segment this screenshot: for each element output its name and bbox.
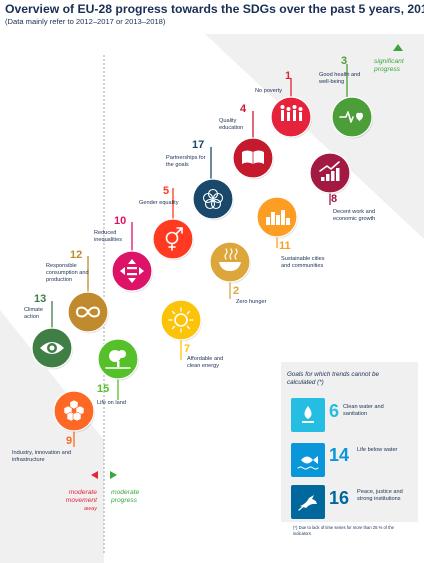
- goal-14-label: Life below water: [357, 447, 398, 453]
- goal-12-label: Responsible consumption and production: [46, 263, 89, 283]
- background-band-lower: [0, 310, 104, 563]
- goal-13-marker: [31, 327, 73, 370]
- equality-icon: [120, 259, 144, 283]
- goal-17-marker: [192, 178, 234, 221]
- growth-chart-icon: [319, 161, 340, 181]
- goal-4-marker: [232, 137, 274, 180]
- significant-progress-arrow: [393, 44, 403, 51]
- footnote: (*) Due to lack of time series for more …: [293, 525, 395, 536]
- goal-16-marker: [291, 485, 325, 519]
- goal-17-label: Partnerships for the goals: [166, 155, 206, 168]
- goal-17-number: 17: [192, 139, 205, 151]
- tree-icon: [105, 350, 131, 369]
- goal-10-number: 10: [114, 215, 127, 227]
- goal-10-marker: [111, 250, 153, 293]
- cubes-icon: [63, 399, 85, 422]
- goal-7-label: Affordable and clean energy: [187, 356, 224, 369]
- goal-6-marker: [291, 398, 325, 432]
- goal-5-label: Gender equality: [139, 200, 179, 206]
- moderate-movement-label: moderate movement: [65, 489, 97, 504]
- background-band: [205, 34, 424, 239]
- goal-16-label: Peace, justice and strong institutions: [357, 489, 403, 502]
- family-icon: [280, 105, 303, 121]
- goal-6-label: Clean water and sanitation: [343, 404, 384, 417]
- goal-16-number: 16: [329, 488, 350, 508]
- goal-13-label: Climate action: [24, 307, 43, 320]
- goal-13-number: 13: [34, 293, 47, 305]
- dove-icon: [298, 495, 317, 511]
- fish-icon: [297, 456, 319, 470]
- goal-15-label: Life on land: [97, 400, 126, 406]
- goal-12-number: 12: [70, 249, 83, 261]
- goal-6-number: 6: [329, 401, 340, 421]
- infinity-icon: [76, 306, 100, 318]
- heartbeat-icon: [339, 111, 363, 123]
- significant-progress-label: significant progress: [374, 58, 404, 73]
- away-label: away: [83, 506, 97, 512]
- goal-8-marker: [309, 152, 351, 195]
- goal-11-number: 11: [279, 240, 291, 252]
- goal-3-number: 3: [341, 55, 348, 67]
- goal-8-label: Decent work and economic growth: [333, 209, 376, 222]
- moderate-progress-label: moderate progress: [111, 489, 140, 504]
- goal-5-number: 5: [163, 185, 170, 197]
- gender-icon: [165, 227, 183, 251]
- moderate-away-arrow: [91, 471, 98, 479]
- goal-1-label: No poverty: [255, 88, 283, 94]
- page-subtitle: (Data mainly refer to 2012–2017 or 2013–…: [5, 17, 166, 26]
- moderate-progress-arrow: [110, 471, 117, 479]
- goal-15-number: 15: [97, 383, 110, 395]
- goal-9-marker: [53, 390, 95, 433]
- goal-2-label: Zero hunger: [236, 299, 267, 305]
- goal-4-label: Quality education: [219, 118, 244, 131]
- bowl-icon: [219, 248, 241, 271]
- water-drop-icon: [302, 406, 314, 423]
- goal-4-number: 4: [240, 103, 247, 115]
- page-title: Overview of EU-28 progress towards the S…: [5, 2, 424, 16]
- goal-7-marker: [160, 299, 202, 342]
- goal-5-marker: [152, 218, 194, 261]
- goal-2-number: 2: [233, 285, 240, 297]
- goal-7-number: 7: [184, 343, 191, 355]
- goal-11-label: Sustainable cities and communities: [281, 256, 325, 269]
- goal-15-marker: [97, 338, 139, 381]
- sun-icon: [168, 307, 194, 333]
- rings-icon: [202, 188, 224, 210]
- goal-3-label: Good health and well-being: [319, 72, 361, 85]
- goal-12-marker: [67, 291, 109, 334]
- uncalculated-panel-title: Goals for which trends cannot be calcula…: [287, 371, 380, 386]
- eye-globe-icon: [40, 342, 64, 354]
- goal-14-marker: [291, 443, 325, 477]
- goal-10-label: Reduced inequalities: [94, 230, 122, 243]
- goal-2-marker: [209, 241, 251, 284]
- goal-8-number: 8: [331, 193, 338, 205]
- goal-11-marker: [256, 196, 298, 239]
- goal-9-number: 9: [66, 435, 73, 447]
- goal-9-label: Industry, innovation and infrastructure: [12, 450, 71, 463]
- buildings-icon: [266, 210, 290, 225]
- goal-3-marker: [331, 96, 373, 139]
- goal-1-marker: [270, 96, 312, 139]
- book-icon: [242, 150, 264, 164]
- goal-14-number: 14: [329, 445, 350, 465]
- goal-1-number: 1: [285, 70, 292, 82]
